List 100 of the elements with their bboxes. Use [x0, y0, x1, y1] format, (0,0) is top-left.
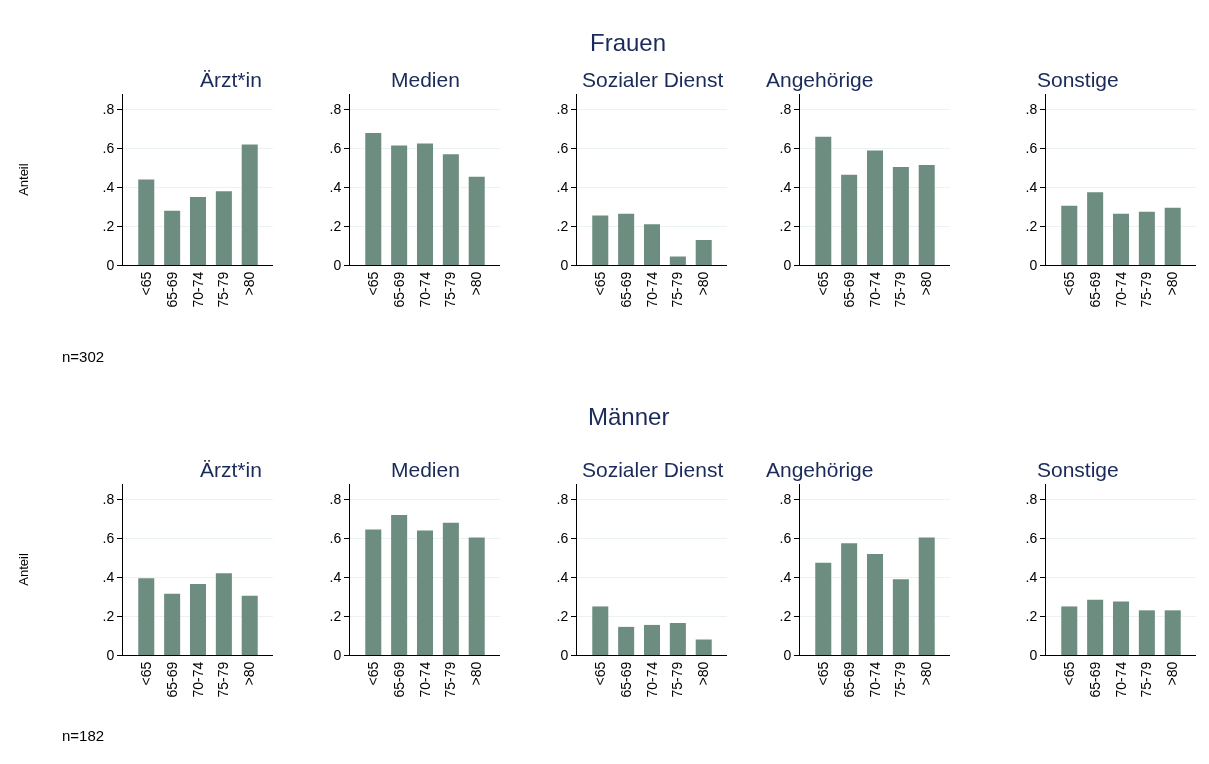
- chart-title: Sonstige: [1037, 68, 1119, 91]
- bar: [468, 176, 485, 266]
- bar: [468, 537, 485, 656]
- x-tick-label: 70-74: [866, 271, 883, 308]
- x-tick-label: 75-79: [1138, 271, 1155, 308]
- bar: [215, 573, 232, 656]
- y-tick-label: .8: [102, 101, 115, 118]
- x-tick-label: <65: [814, 661, 831, 686]
- bar: [841, 174, 858, 266]
- x-tick-label: <65: [814, 271, 831, 296]
- x-tick-label: <65: [364, 271, 381, 296]
- bar: [892, 579, 909, 656]
- y-tick-label: .4: [102, 569, 115, 586]
- y-tick-label: .4: [1025, 179, 1038, 196]
- bar: [592, 215, 609, 266]
- x-tick-label: 65-69: [163, 661, 180, 698]
- bar: [164, 593, 181, 656]
- chart-title: Ärzt*in: [200, 458, 262, 481]
- y-tick-label: .6: [779, 140, 792, 157]
- bar: [1087, 192, 1104, 266]
- x-tick-label: <65: [137, 661, 154, 686]
- y-tick-label: .2: [779, 218, 792, 235]
- y-tick-label: .8: [1025, 491, 1038, 508]
- y-tick-label: 0: [783, 257, 792, 274]
- y-tick-label: .2: [556, 608, 569, 625]
- x-tick-label: 65-69: [1086, 271, 1103, 308]
- text: n=302: [62, 348, 105, 365]
- bar: [669, 256, 686, 266]
- y-tick-label: .8: [329, 491, 342, 508]
- y-tick-label: .6: [329, 530, 342, 547]
- bar: [892, 166, 909, 266]
- x-tick-label: 70-74: [189, 271, 206, 308]
- bar: [138, 179, 155, 266]
- bar: [442, 154, 459, 266]
- x-tick-label: 70-74: [416, 661, 433, 698]
- x-tick-label: >80: [695, 271, 712, 296]
- x-tick-label: >80: [918, 661, 935, 686]
- chart-title: Angehörige: [766, 68, 874, 91]
- bar: [1061, 606, 1078, 656]
- y-tick-label: .6: [556, 530, 569, 547]
- y-tick-label: .4: [1025, 569, 1038, 586]
- y-tick-label: .6: [1025, 530, 1038, 547]
- y-axis-title: Anteil: [16, 163, 32, 196]
- y-tick-label: .2: [779, 608, 792, 625]
- bar: [365, 529, 382, 656]
- y-tick-label: .4: [556, 179, 569, 196]
- y-tick-label: .2: [556, 218, 569, 235]
- x-tick-label: 75-79: [1138, 661, 1155, 698]
- x-tick-label: >80: [241, 271, 258, 296]
- x-tick-label: <65: [591, 271, 608, 296]
- y-tick-label: .8: [779, 101, 792, 118]
- y-tick-label: .4: [556, 569, 569, 586]
- y-tick-label: .2: [329, 218, 342, 235]
- bar: [1087, 599, 1104, 656]
- y-tick-label: 0: [106, 646, 115, 663]
- y-tick-label: .2: [1025, 608, 1038, 625]
- y-tick-label: .2: [102, 608, 115, 625]
- bar: [669, 622, 686, 656]
- x-tick-label: >80: [695, 661, 712, 686]
- bar: [442, 522, 459, 656]
- bar: [1138, 211, 1155, 266]
- bar: [1112, 213, 1130, 266]
- chart-title: Medien: [391, 458, 460, 481]
- x-tick-label: >80: [1164, 661, 1181, 686]
- x-tick-label: 70-74: [416, 271, 433, 308]
- y-tick-label: 0: [333, 646, 342, 663]
- x-tick-label: <65: [137, 271, 154, 296]
- bar: [365, 132, 382, 266]
- y-tick-label: .4: [779, 569, 792, 586]
- y-tick-label: .6: [102, 530, 115, 547]
- x-tick-label: 65-69: [840, 271, 857, 308]
- text: Frauen: [590, 29, 667, 56]
- y-tick-label: .8: [102, 491, 115, 508]
- y-tick-label: .8: [779, 491, 792, 508]
- chart-title: Sonstige: [1037, 458, 1119, 481]
- bar: [815, 562, 832, 656]
- bar: [815, 136, 832, 266]
- bar: [866, 150, 884, 266]
- x-tick-label: >80: [468, 661, 485, 686]
- y-tick-label: .6: [329, 140, 342, 157]
- bar: [215, 191, 232, 266]
- y-tick-label: .4: [102, 179, 115, 196]
- x-tick-label: 75-79: [669, 271, 686, 308]
- bar: [164, 210, 181, 266]
- chart-title: Angehörige: [766, 458, 874, 481]
- x-tick-label: 65-69: [840, 661, 857, 698]
- y-tick-label: .4: [779, 179, 792, 196]
- x-tick-label: 75-79: [215, 661, 232, 698]
- x-tick-label: 70-74: [189, 661, 206, 698]
- bar: [695, 639, 712, 656]
- bar: [241, 144, 258, 266]
- x-tick-label: <65: [364, 661, 381, 686]
- x-tick-label: 70-74: [643, 271, 660, 308]
- bar: [391, 145, 408, 266]
- bar: [189, 197, 207, 266]
- x-tick-label: >80: [1164, 271, 1181, 296]
- x-tick-label: <65: [591, 661, 608, 686]
- y-tick-label: 0: [333, 257, 342, 274]
- y-tick-label: 0: [106, 257, 115, 274]
- x-tick-label: 65-69: [617, 661, 634, 698]
